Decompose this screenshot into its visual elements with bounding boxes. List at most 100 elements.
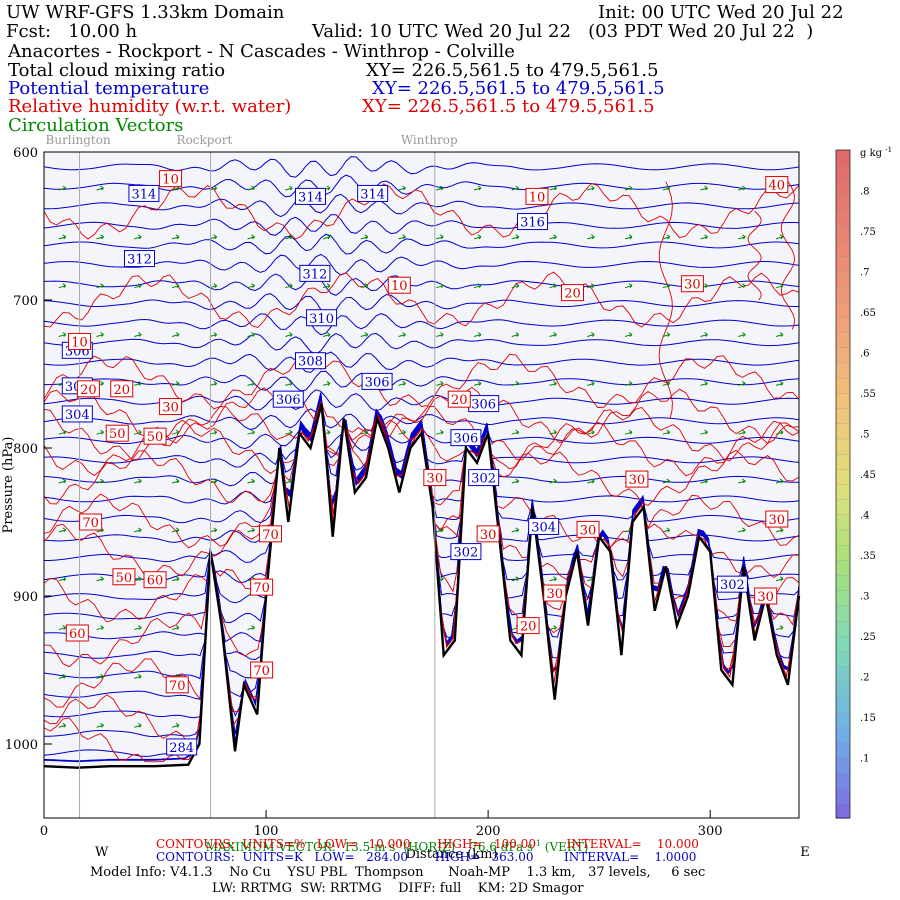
theta-label: 302 [471,472,496,487]
circulation-vector-head [628,429,633,435]
theta-label: 310 [309,312,334,327]
circulation-vector-head [741,380,746,386]
circulation-vector [662,285,670,289]
circulation-vector-head [137,625,142,630]
circulation-vector-head [137,429,142,435]
circulation-vector-head [779,576,784,582]
colorbar-segment [835,195,851,212]
circulation-vector [624,382,633,386]
theta-label-box [450,429,482,447]
circulation-vector [398,236,406,240]
rh-label: 60 [147,574,164,589]
circulation-vector-head [704,185,708,191]
rh-label: 30 [427,472,444,487]
circulation-vector [171,480,180,484]
circulation-vector [171,382,180,386]
rh-label: 70 [253,664,270,679]
circulation-vector-head [326,234,331,240]
circulation-vector-head [590,332,595,337]
circulation-vector-head [100,722,104,728]
colorbar-segment [835,666,851,683]
theta-label-box [166,738,198,756]
circulation-vector [775,236,784,240]
rh-label-box [576,520,600,538]
circulation-vector-head [515,380,520,386]
circulation-vector [775,627,784,631]
circulation-vector [134,285,142,289]
colorbar-label: .8 [860,186,870,197]
circulation-vector [624,187,633,191]
circulation-vector [58,480,66,484]
circulation-vector-head [100,283,104,289]
circulation-vector [436,285,444,289]
colorbar-segment [835,286,851,303]
circulation-vector-head [62,576,67,582]
circulation-vector [587,480,595,484]
circulation-vector [549,382,557,386]
circulation-vector-head [666,527,671,533]
circulation-vector [134,675,142,679]
circulation-vector-head [213,185,218,191]
circulation-vector [436,334,444,338]
theta-label-box [294,352,326,370]
circulation-vector [171,334,180,338]
rh-label-box [561,284,584,302]
forecast-hour: Fcst: 10.00 h [6,21,138,42]
circulation-vector-head [741,332,746,337]
circulation-vector [700,236,708,240]
circulation-vector [247,236,255,240]
field-theta: Potential temperature [8,78,210,99]
theta-label: 306 [471,398,496,413]
circulation-vector [58,578,66,582]
valid-time: Valid: 10 UTC Wed 20 Jul 22 (03 PDT Wed … [312,21,814,42]
circulation-vector-head [213,429,218,435]
circulation-vector [96,187,104,191]
rh-label-box [165,676,189,694]
circulation-vector-head [137,380,142,386]
field-rh: Relative humidity (w.r.t. water) [8,96,292,117]
circulation-vector-head [477,185,482,191]
circulation-vector [134,529,142,533]
colorbar-segment [835,772,851,789]
theta-label: 304 [65,408,90,423]
circulation-vector-head [175,429,180,435]
circulation-vector-head [326,429,331,435]
circulation-vector [247,187,255,191]
circulation-vector-head [779,625,784,630]
circulation-vector-head [628,380,633,386]
circulation-vector-head [402,234,406,240]
theta-label: 302 [453,546,478,561]
circulation-vector [549,285,557,289]
circulation-vector-head [175,527,180,533]
circulation-vector [134,382,142,386]
theta-label-box [468,469,500,487]
circulation-vector-head [590,234,595,240]
theta-contour-line [43,214,800,236]
circulation-vector [549,334,557,338]
circulation-vector [247,480,255,484]
rh-label-box [259,525,282,543]
circulation-vector-head [779,478,784,484]
rh-label: 10 [529,190,546,205]
circulation-vector-head [288,429,293,435]
circulation-vector-head [477,234,482,240]
circulation-vector-head [666,380,671,386]
circulation-vector-head [100,185,104,191]
circulation-vector-head [553,332,557,337]
circulation-vector [775,431,784,435]
circulation-vector-head [100,234,104,240]
circulation-vector [549,627,557,631]
circulation-vector-head [553,380,557,386]
rh-label: 30 [580,523,597,538]
circulation-vector-head [62,625,67,630]
circulation-vector [247,334,255,338]
circulation-vector-head [288,332,293,337]
rh-label-box [543,584,567,602]
circulation-vector [511,334,519,338]
circulation-vector-head [175,234,180,240]
circulation-vector [473,236,482,240]
circulation-vector-head [704,234,708,240]
circulation-vector [134,431,142,435]
colorbar-segment [835,802,851,819]
circulation-vector-head [175,283,180,289]
